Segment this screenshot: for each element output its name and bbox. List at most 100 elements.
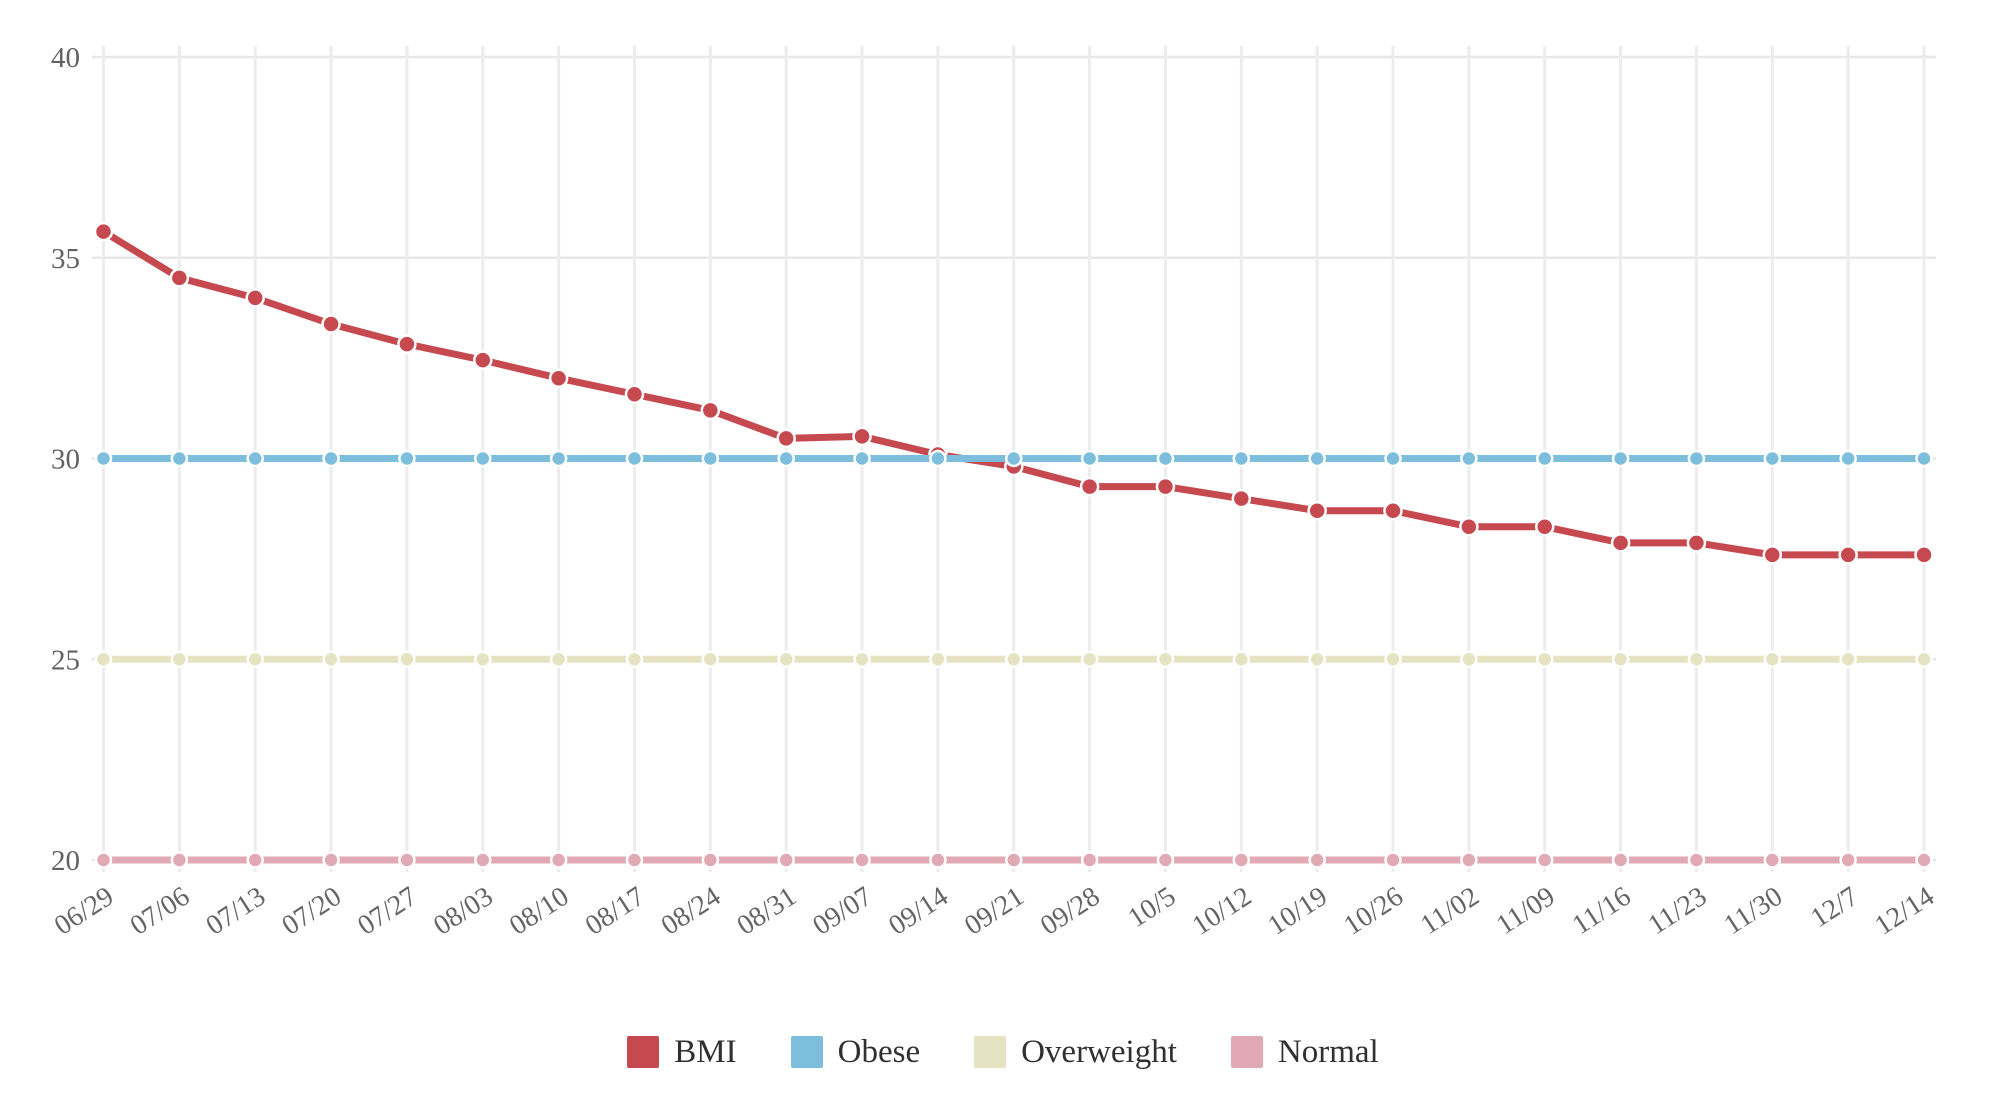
- data-point[interactable]: [170, 449, 189, 468]
- legend-item-overweight[interactable]: Overweight: [974, 1035, 1177, 1069]
- data-point[interactable]: [1231, 488, 1252, 509]
- data-point[interactable]: [549, 851, 568, 869]
- data-point[interactable]: [322, 650, 340, 668]
- data-point[interactable]: [322, 449, 340, 468]
- data-point[interactable]: [1307, 500, 1327, 521]
- data-point[interactable]: [1915, 851, 1933, 869]
- data-point[interactable]: [1762, 545, 1783, 565]
- data-point[interactable]: [624, 384, 645, 405]
- data-point[interactable]: [1839, 449, 1857, 468]
- data-point[interactable]: [1611, 851, 1630, 869]
- data-point[interactable]: [1460, 650, 1478, 668]
- data-point[interactable]: [929, 449, 947, 468]
- data-point[interactable]: [1232, 851, 1251, 869]
- data-point[interactable]: [1080, 851, 1099, 869]
- data-point[interactable]: [1005, 449, 1023, 468]
- data-point[interactable]: [853, 449, 871, 468]
- data-point[interactable]: [853, 851, 871, 869]
- data-point[interactable]: [1687, 449, 1706, 468]
- data-point[interactable]: [1687, 650, 1706, 668]
- data-point[interactable]: [169, 268, 190, 288]
- data-point[interactable]: [1763, 851, 1782, 869]
- data-point[interactable]: [246, 851, 264, 869]
- data-point[interactable]: [1839, 851, 1857, 869]
- data-point[interactable]: [1534, 517, 1555, 537]
- data-point[interactable]: [1384, 851, 1402, 869]
- data-point[interactable]: [1915, 449, 1933, 468]
- data-point[interactable]: [322, 851, 340, 869]
- data-point[interactable]: [1156, 650, 1175, 668]
- data-point[interactable]: [1232, 449, 1251, 468]
- data-point[interactable]: [1687, 851, 1706, 869]
- data-point[interactable]: [853, 650, 871, 668]
- data-point[interactable]: [473, 350, 493, 370]
- data-point[interactable]: [398, 851, 416, 869]
- data-point[interactable]: [1232, 650, 1251, 668]
- data-point[interactable]: [246, 449, 264, 468]
- data-point[interactable]: [701, 851, 720, 869]
- data-point[interactable]: [1308, 650, 1326, 668]
- data-point[interactable]: [397, 334, 417, 354]
- data-point[interactable]: [700, 400, 721, 421]
- data-point[interactable]: [170, 851, 189, 869]
- data-point[interactable]: [777, 650, 795, 668]
- data-point[interactable]: [321, 314, 341, 334]
- data-point[interactable]: [1308, 449, 1326, 468]
- data-point[interactable]: [701, 449, 720, 468]
- data-point[interactable]: [852, 426, 872, 447]
- data-point[interactable]: [1155, 476, 1176, 497]
- data-point[interactable]: [94, 650, 113, 668]
- data-point[interactable]: [1839, 650, 1857, 668]
- data-point[interactable]: [549, 449, 568, 468]
- data-point[interactable]: [625, 449, 644, 468]
- data-point[interactable]: [701, 650, 720, 668]
- data-point[interactable]: [1383, 500, 1403, 521]
- data-point[interactable]: [1763, 650, 1782, 668]
- data-point[interactable]: [1914, 545, 1934, 565]
- data-point[interactable]: [1005, 650, 1023, 668]
- data-point[interactable]: [94, 851, 113, 869]
- data-point[interactable]: [474, 851, 492, 869]
- data-point[interactable]: [474, 449, 492, 468]
- data-point[interactable]: [1156, 449, 1175, 468]
- legend-item-bmi[interactable]: BMI: [627, 1035, 737, 1069]
- data-point[interactable]: [777, 449, 795, 468]
- data-point[interactable]: [474, 650, 492, 668]
- data-point[interactable]: [776, 428, 796, 449]
- data-point[interactable]: [246, 650, 264, 668]
- data-point[interactable]: [1535, 650, 1554, 668]
- legend-item-obese[interactable]: Obese: [790, 1035, 920, 1069]
- data-point[interactable]: [1384, 449, 1402, 468]
- data-point[interactable]: [777, 851, 795, 869]
- data-point[interactable]: [1686, 533, 1707, 553]
- data-point[interactable]: [1308, 851, 1326, 869]
- data-point[interactable]: [1384, 650, 1402, 668]
- data-point[interactable]: [1079, 476, 1100, 497]
- data-point[interactable]: [1080, 449, 1099, 468]
- data-point[interactable]: [1611, 650, 1630, 668]
- data-point[interactable]: [1460, 851, 1478, 869]
- data-point[interactable]: [1763, 449, 1782, 468]
- data-point[interactable]: [1005, 851, 1023, 869]
- data-point[interactable]: [170, 650, 189, 668]
- data-point[interactable]: [1535, 449, 1554, 468]
- data-point[interactable]: [1610, 533, 1631, 553]
- data-point[interactable]: [625, 650, 644, 668]
- data-point[interactable]: [625, 851, 644, 869]
- data-point[interactable]: [1460, 449, 1478, 468]
- data-point[interactable]: [549, 650, 568, 668]
- legend-item-normal[interactable]: Normal: [1230, 1035, 1379, 1069]
- data-point[interactable]: [548, 368, 569, 388]
- data-point[interactable]: [929, 650, 947, 668]
- data-point[interactable]: [1080, 650, 1099, 668]
- data-point[interactable]: [93, 221, 114, 242]
- data-point[interactable]: [398, 449, 416, 468]
- data-point[interactable]: [1459, 517, 1479, 537]
- data-point[interactable]: [1611, 449, 1630, 468]
- data-point[interactable]: [94, 449, 113, 468]
- data-point[interactable]: [1156, 851, 1175, 869]
- data-point[interactable]: [929, 851, 947, 869]
- data-point[interactable]: [245, 288, 265, 308]
- data-point[interactable]: [1535, 851, 1554, 869]
- data-point[interactable]: [1915, 650, 1933, 668]
